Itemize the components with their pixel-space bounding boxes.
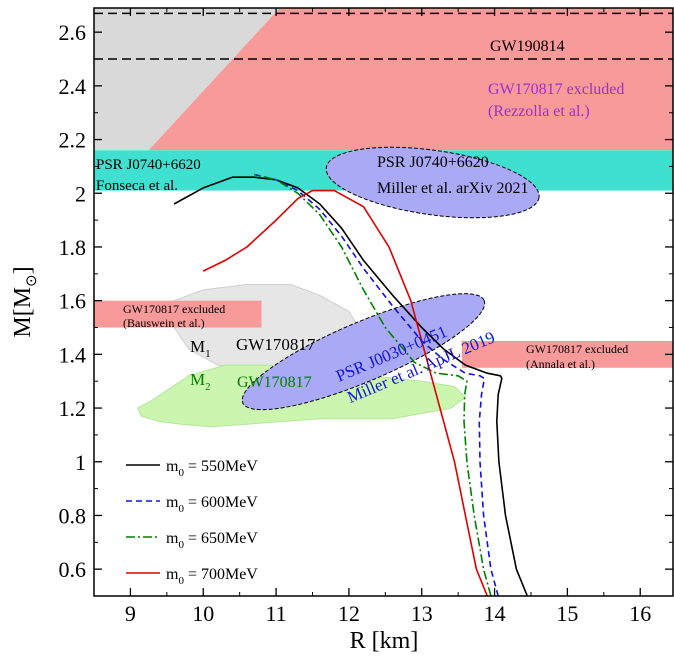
y-axis-label: M[M⊙]: [10, 266, 40, 337]
y-tick-label: 2.2: [59, 128, 87, 153]
miller-2021-label-line1: PSR J0740+6620: [377, 154, 489, 171]
rezzolla-excluded-region: [148, 8, 673, 151]
y-tick-label: 1.2: [59, 396, 87, 421]
x-tick-label: 16: [629, 601, 651, 626]
curve-3: [254, 173, 492, 596]
y-axis-ticks: 0.6 0.8 1 1.2 1.4 1.6 1.8 2 2.2 2.4 2.6: [59, 20, 673, 582]
annala-excluded-box: [461, 340, 673, 368]
gw190814-label: GW190814: [490, 38, 565, 55]
causality-excluded-region: [94, 8, 280, 151]
curve-2: [254, 173, 499, 596]
legend: m0 = 550MeV m0 = 600MeV m0 = 650MeV m0 = 70…: [126, 458, 258, 587]
y-tick-label: 2: [75, 181, 86, 206]
y-tick-label: 1.4: [59, 342, 87, 367]
miller-2019-ellipse: [241, 293, 486, 411]
m2-label: M2: [190, 370, 211, 393]
x-tick-label: 14: [484, 601, 506, 626]
rezzolla-label-line1: GW170817 excluded: [488, 81, 624, 98]
bauswein-label-line1: GW170817 excluded: [123, 302, 225, 316]
bauswein-excluded-box: [94, 300, 262, 328]
y-tick-label: 2.4: [59, 74, 87, 99]
legend-label-2: m0 = 600MeV: [166, 494, 258, 515]
legend-label-3: m0 = 650MeV: [166, 530, 258, 551]
x-axis-ticks: 9 10 11 12 13 14 15 16: [93, 8, 651, 626]
fonseca-label-line1: PSR J0740+6620: [96, 157, 201, 173]
y-tick-label: 1: [75, 450, 86, 475]
m1-label: M1: [190, 337, 211, 360]
annala-label-line1: GW170817 excluded: [526, 342, 628, 356]
curve-1: [173, 176, 529, 596]
plot-frame: [93, 7, 674, 597]
x-tick-label: 9: [125, 601, 136, 626]
curve-4: [202, 189, 489, 596]
x-tick-label: 11: [265, 601, 286, 626]
y-tick-label: 0.8: [59, 503, 87, 528]
legend-label-4: m0 = 700MeV: [166, 566, 258, 587]
m1-event-label: GW170817: [236, 335, 316, 354]
legend-label-1: m0 = 550MeV: [166, 458, 258, 479]
miller-2021-ellipse: [325, 146, 540, 219]
annala-label-line2: (Annala et al.): [526, 357, 595, 371]
constraint-regions: [94, 8, 673, 596]
y-tick-label: 2.6: [59, 20, 87, 45]
x-tick-label: 12: [338, 601, 360, 626]
y-axis-label-group: M[M⊙]: [10, 266, 40, 337]
x-tick-label: 10: [192, 601, 214, 626]
y-tick-label: 0.6: [59, 557, 87, 582]
m2-event-label: GW170817: [237, 374, 312, 391]
miller-2021-label-line2: Miller et al. arXiv 2021: [377, 180, 529, 197]
rezzolla-label-line2: (Rezzolla et al.): [488, 103, 590, 120]
y-tick-label: 1.6: [59, 289, 87, 314]
bauswein-label-line2: (Bauswein et al.): [123, 316, 205, 330]
fonseca-label-line2: Fonseca et al.: [96, 178, 178, 194]
axes: 9 10 11 12 13 14 15 16 0.6 0.8 1 1.2 1.4 1.6 1.8 2 2.2 2…: [10, 7, 674, 654]
x-tick-label: 13: [411, 601, 433, 626]
y-tick-label: 1.8: [59, 235, 87, 260]
x-tick-label: 15: [556, 601, 578, 626]
mass-radius-curves: [173, 173, 529, 596]
x-axis-label: R [km]: [350, 628, 419, 654]
